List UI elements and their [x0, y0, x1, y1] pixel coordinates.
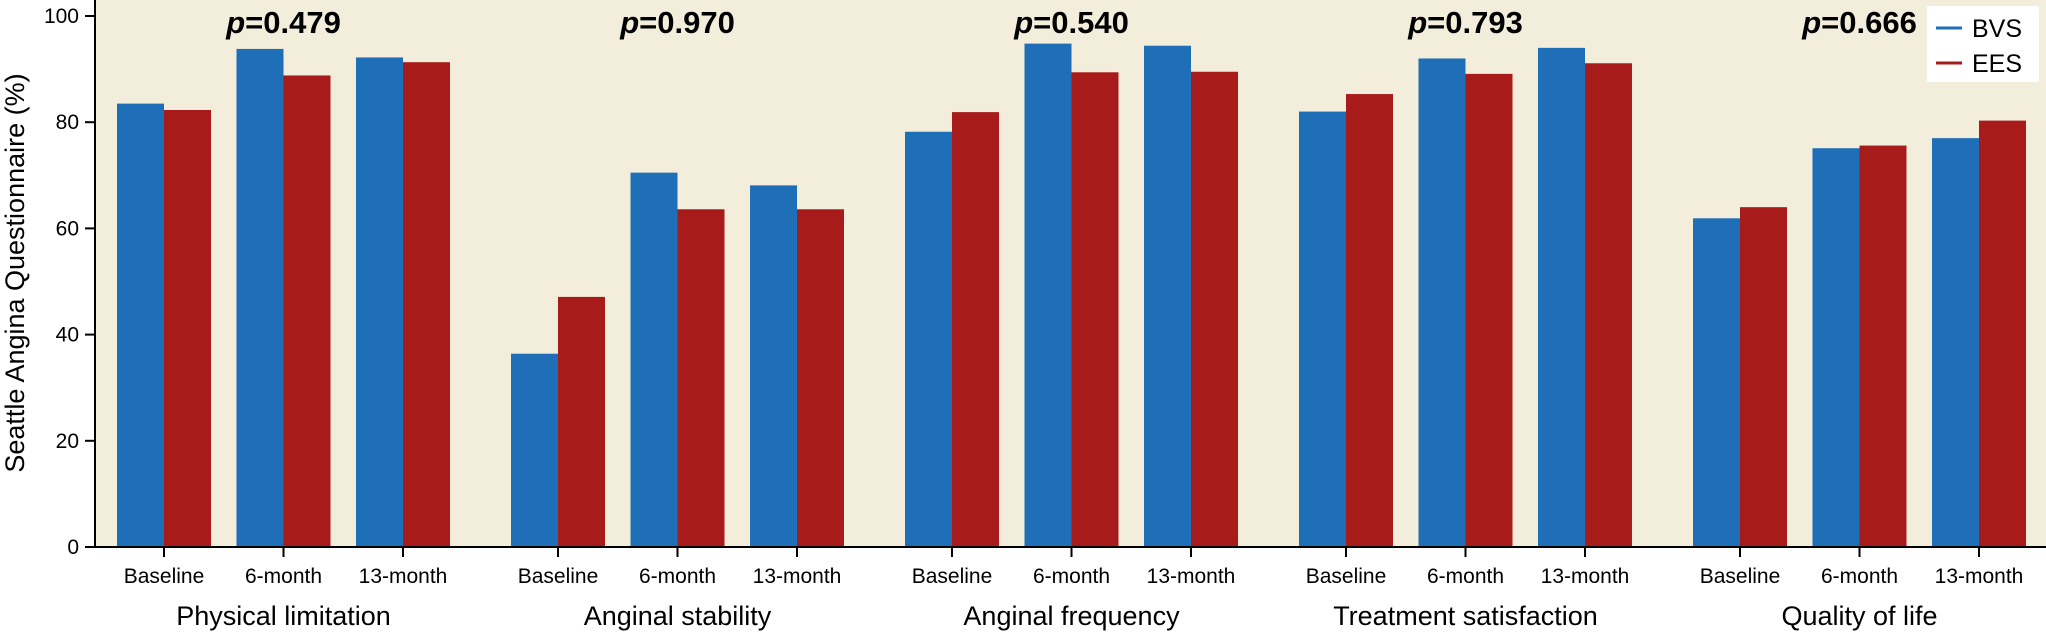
y-tick-label: 20 [56, 430, 79, 453]
y-tick-label: 60 [56, 217, 79, 240]
x-tick-label: 13-month [359, 565, 448, 588]
legend: BVS EES [1927, 6, 2039, 82]
x-tick-label: 6-month [245, 565, 322, 588]
bar-ees [1465, 73, 1513, 547]
bar-ees [1585, 63, 1632, 547]
p-value-annotation: p=0.666 [1801, 5, 1917, 40]
bar-ees [164, 109, 211, 547]
x-tick-label: 13-month [1541, 565, 1630, 588]
bar-bvs [1693, 218, 1740, 547]
y-tick-label: 100 [44, 5, 79, 28]
category-labels: Baseline 6-month 13-month Physical limitati… [124, 5, 2024, 631]
x-tick-label: 13-month [1147, 565, 1236, 588]
bar-bvs [1144, 45, 1191, 548]
bar-bvs [117, 103, 164, 548]
bar-ees [797, 209, 844, 547]
x-tick-label: Baseline [1306, 565, 1387, 588]
bar-bvs [750, 185, 797, 547]
bar-ees [1346, 94, 1393, 547]
bar-ees [1859, 145, 1907, 547]
legend-label-ees: EES [1972, 50, 2022, 78]
y-tick-label: 40 [56, 324, 79, 347]
bar-ees [283, 75, 331, 548]
p-value-annotation: p=0.793 [1407, 5, 1523, 40]
legend-label-bvs: BVS [1972, 15, 2022, 43]
bar-bvs [236, 48, 284, 548]
bar-ees [952, 112, 999, 548]
bar-ees [677, 209, 725, 547]
group-label: Quality of life [1781, 601, 1937, 631]
x-tick-label: 13-month [753, 565, 842, 588]
bars [117, 43, 2026, 548]
x-tick-label: Baseline [518, 565, 599, 588]
bar-bvs [905, 131, 952, 547]
x-tick-label: 13-month [1935, 565, 2024, 588]
y-tick-label: 0 [67, 536, 79, 559]
bar-bvs [1299, 111, 1346, 547]
bar-ees [558, 296, 605, 547]
bar-ees [403, 62, 450, 548]
group-label: Physical limitation [176, 601, 391, 631]
bar-bvs [1418, 58, 1466, 547]
y-axis-label: Seattle Angina Questionnaire (%) [0, 73, 30, 472]
bar-bvs [630, 172, 678, 547]
group-label: Anginal frequency [963, 601, 1180, 631]
x-tick-label: Baseline [912, 565, 993, 588]
bar-ees [1740, 207, 1787, 547]
bar-ees [1071, 72, 1119, 547]
p-value-annotation: p=0.540 [1013, 5, 1129, 40]
group-label: Anginal stability [584, 601, 772, 631]
x-tick-label: 6-month [1821, 565, 1898, 588]
p-value-annotation: p=0.970 [619, 5, 735, 40]
bar-bvs [1812, 148, 1860, 547]
x-tick-label: 6-month [1427, 565, 1504, 588]
x-tick-label: 6-month [1033, 565, 1110, 588]
bar-ees [1191, 71, 1238, 547]
legend-box [1927, 6, 2039, 82]
x-tick-label: Baseline [124, 565, 205, 588]
x-tick-label: 6-month [639, 565, 716, 588]
x-tick-label: Baseline [1700, 565, 1781, 588]
bar-ees [1979, 120, 2026, 548]
p-value-annotation: p=0.479 [225, 5, 341, 40]
y-tick-label: 80 [56, 111, 79, 134]
bar-bvs [1538, 47, 1585, 548]
bar-bvs [511, 353, 558, 547]
bar-bvs [1024, 43, 1072, 547]
bar-bvs [356, 57, 403, 547]
bar-bvs [1932, 138, 1979, 547]
group-label: Treatment satisfaction [1333, 601, 1598, 631]
